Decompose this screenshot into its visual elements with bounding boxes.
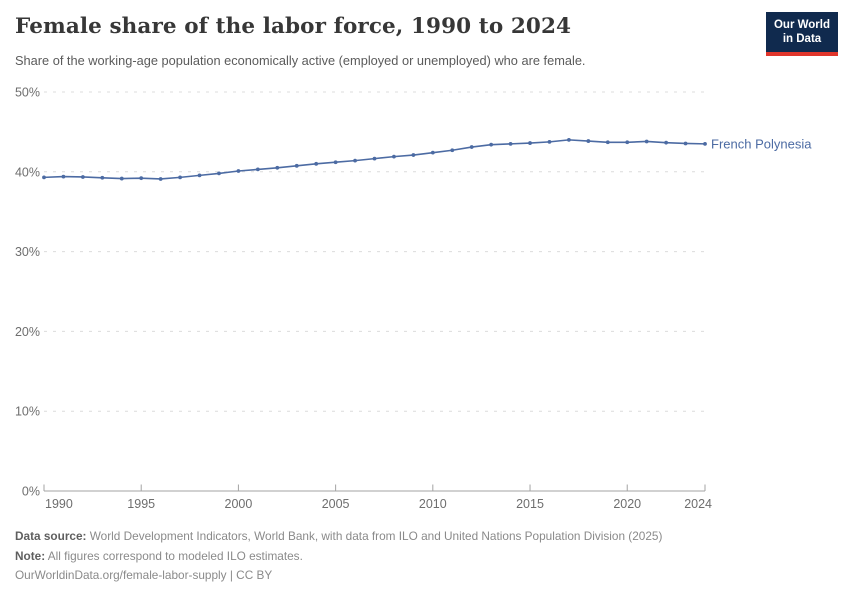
y-tick-label-10: 10%: [15, 405, 40, 419]
x-tick-label-1995: 1995: [127, 497, 155, 511]
data-point-1999[interactable]: [217, 171, 221, 176]
data-point-1998[interactable]: [197, 173, 202, 178]
footer-url-link[interactable]: OurWorldinData.org/female-labor-supply |…: [15, 568, 273, 582]
data-point-2003[interactable]: [294, 163, 299, 168]
x-tick-label-2010: 2010: [419, 497, 447, 511]
footer-note-text: All figures correspond to modeled ILO es…: [45, 548, 303, 563]
data-point-2017[interactable]: [567, 137, 571, 142]
data-point-2016[interactable]: [547, 139, 552, 144]
data-point-2012[interactable]: [469, 145, 474, 149]
data-point-2015[interactable]: [528, 141, 532, 145]
data-point-2006[interactable]: [353, 158, 357, 163]
data-point-2005[interactable]: [333, 160, 338, 165]
data-point-2019[interactable]: [605, 140, 610, 145]
series-end-label[interactable]: French Polynesia: [711, 136, 812, 151]
data-point-2024[interactable]: [703, 141, 707, 146]
data-point-2013[interactable]: [489, 142, 494, 147]
y-tick-label-50: 50%: [15, 86, 40, 100]
data-point-2001[interactable]: [255, 167, 260, 172]
y-tick-label-20: 20%: [15, 325, 40, 339]
footer-note-line: Note: All figures correspond to modeled …: [15, 547, 835, 567]
data-point-1996[interactable]: [158, 177, 163, 181]
y-tick-label-0: 0%: [22, 485, 40, 499]
chart-canvas[interactable]: 0% 10% 20% 30% 40% 50% 1990 1995 2000 2005 2010 201…: [0, 80, 850, 522]
data-point-1992[interactable]: [80, 175, 85, 179]
data-point-2022[interactable]: [664, 140, 669, 145]
footer-url-line: OurWorldinData.org/female-labor-supply |…: [15, 566, 835, 586]
data-point-2008[interactable]: [392, 154, 396, 159]
y-tick-label-40: 40%: [15, 165, 40, 179]
page-subtitle: Share of the working-age population econ…: [15, 53, 586, 68]
x-tick-label-2015: 2015: [516, 497, 544, 511]
data-point-2021[interactable]: [644, 139, 649, 144]
owid-logo-line1: Our World: [773, 19, 830, 31]
data-point-2011[interactable]: [450, 148, 455, 153]
x-tick-label-2024: 2024: [684, 497, 712, 511]
data-point-2002[interactable]: [275, 165, 280, 170]
data-point-1997[interactable]: [178, 175, 182, 180]
data-point-1993[interactable]: [100, 175, 105, 180]
data-point-2018[interactable]: [586, 139, 591, 143]
chart-footer: Data source: World Development Indicator…: [15, 527, 835, 586]
footer-source-line: Data source: World Development Indicator…: [15, 527, 835, 547]
footer-source-label: Data source:: [15, 529, 87, 543]
data-point-1994[interactable]: [119, 176, 124, 181]
data-point-1990[interactable]: [42, 175, 46, 180]
data-point-2009[interactable]: [411, 153, 416, 157]
data-point-2007[interactable]: [372, 156, 377, 161]
data-point-2020[interactable]: [625, 140, 630, 145]
data-point-2014[interactable]: [508, 141, 513, 146]
page-title: Female share of the labor force, 1990 to…: [15, 14, 572, 39]
data-point-1991[interactable]: [61, 174, 66, 179]
footer-source-text: World Development Indicators, World Bank…: [86, 529, 663, 543]
x-tick-label-2000: 2000: [225, 497, 253, 511]
data-point-2004[interactable]: [314, 161, 319, 166]
x-tick-label-2005: 2005: [322, 497, 350, 511]
x-tick-label-2020: 2020: [613, 497, 641, 511]
data-point-2000[interactable]: [236, 169, 241, 173]
x-tick-label-1990: 1990: [45, 497, 73, 511]
y-tick-label-30: 30%: [15, 245, 40, 259]
owid-logo-line2: in Data: [782, 33, 822, 46]
data-point-1995[interactable]: [139, 176, 144, 181]
data-point-2023[interactable]: [683, 141, 688, 146]
owid-logo[interactable]: Our World in Data: [766, 12, 838, 56]
footer-note-label: Note:: [15, 548, 46, 563]
data-point-2010[interactable]: [430, 150, 435, 155]
